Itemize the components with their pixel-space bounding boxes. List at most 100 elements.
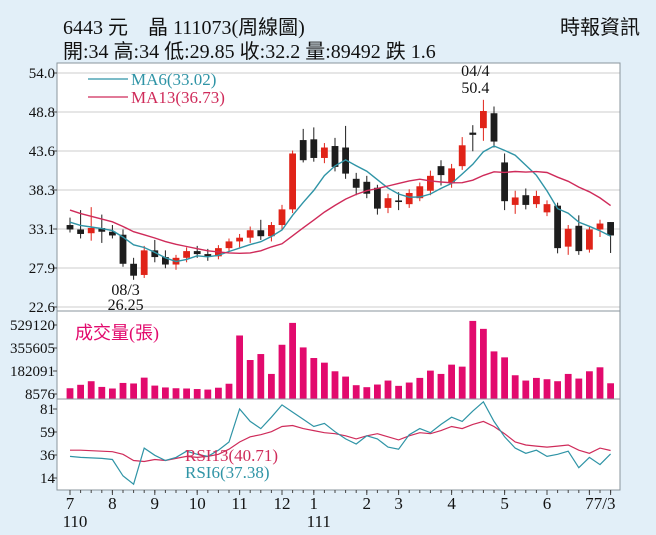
volume-bar xyxy=(172,388,180,399)
volume-bar xyxy=(278,344,286,399)
rsi-panel xyxy=(69,400,612,486)
candle xyxy=(543,204,551,213)
ma-legend-label: MA6(33.02) xyxy=(131,70,216,89)
candle xyxy=(480,111,487,129)
svg-text:33.1: 33.1 xyxy=(29,222,55,238)
volume-bar xyxy=(204,389,212,399)
volume-bar xyxy=(289,322,296,399)
volume-bar xyxy=(130,383,137,399)
volume-bar xyxy=(543,379,551,399)
candlestick-panel xyxy=(66,99,614,280)
volume-bar xyxy=(596,367,604,399)
candle xyxy=(268,225,275,237)
volume-panel-label: 成交量(張) xyxy=(75,323,159,344)
volume-bar xyxy=(607,383,614,399)
candle xyxy=(289,153,296,210)
volume-bar xyxy=(310,358,318,399)
candle xyxy=(596,223,604,230)
axis-ticks-labels: 54.0 48.8 43.6 38.3 33.1 27.9 22.6 529120 355605… xyxy=(10,66,615,531)
month-label: 9 xyxy=(151,494,160,513)
candle xyxy=(607,222,614,236)
volume-panel xyxy=(66,320,614,399)
volume-bar xyxy=(257,354,265,399)
candle xyxy=(87,228,95,234)
year-label: 111 xyxy=(307,512,331,531)
volume-bar xyxy=(299,347,307,399)
volume-bar xyxy=(458,366,466,399)
volume-bar xyxy=(352,385,360,399)
month-label: 7 xyxy=(66,494,75,513)
candle xyxy=(501,162,508,202)
month-label: 7 xyxy=(585,494,594,513)
rsi-legend-label: RSI6(37.38) xyxy=(185,463,270,482)
price-annotation: 26.25 xyxy=(108,297,144,314)
page-title: 6443 元 晶 111073(周線圖) xyxy=(63,17,305,39)
annotations: 08/326.25 04/450.4 xyxy=(108,63,490,314)
volume-bar xyxy=(469,320,477,399)
candle xyxy=(299,140,307,161)
volume-bar xyxy=(554,381,561,399)
legends: MA6(33.02)MA13(36.73) 成交量(張) RSI13(40.71)R… xyxy=(75,70,278,482)
candle xyxy=(183,251,190,258)
candle xyxy=(321,147,328,158)
candle xyxy=(66,225,74,230)
ma-line xyxy=(69,170,612,255)
svg-text:27.9: 27.9 xyxy=(29,261,55,277)
candle xyxy=(458,145,466,167)
volume-bar xyxy=(416,377,424,399)
volume-bar xyxy=(511,375,519,399)
volume-bar xyxy=(437,373,445,399)
candle xyxy=(575,225,583,252)
price-annotation: 50.4 xyxy=(461,80,489,97)
volume-bar xyxy=(384,380,392,399)
month-label: 2 xyxy=(363,494,372,513)
volume-bar xyxy=(490,351,498,399)
svg-text:81: 81 xyxy=(40,402,55,418)
candle xyxy=(246,230,254,238)
svg-text:8576: 8576 xyxy=(25,387,56,403)
volume-bar xyxy=(395,385,402,399)
candle xyxy=(511,197,519,205)
svg-text:59: 59 xyxy=(40,425,55,441)
volume-bar xyxy=(448,364,455,399)
candle xyxy=(162,257,169,265)
candle xyxy=(310,139,318,158)
volume-bar xyxy=(87,381,95,399)
volume-bar xyxy=(405,382,413,399)
candle xyxy=(352,178,360,188)
volume-bar xyxy=(586,371,593,399)
candle xyxy=(522,195,530,205)
month-label: 3 xyxy=(394,494,403,513)
volume-bar xyxy=(98,386,106,399)
volume-bar xyxy=(501,357,508,399)
volume-bar xyxy=(66,388,74,399)
candle xyxy=(554,205,561,249)
svg-text:48.8: 48.8 xyxy=(29,105,55,121)
candle xyxy=(490,113,498,142)
volume-bar xyxy=(246,360,254,399)
volume-bar xyxy=(321,362,328,399)
volume-bar xyxy=(427,370,434,399)
candle xyxy=(533,195,540,205)
candle xyxy=(331,146,339,167)
volume-bar xyxy=(193,389,201,399)
volume-bar xyxy=(575,378,583,399)
candle xyxy=(109,231,116,236)
volume-bar xyxy=(374,384,381,399)
price-annotation: 08/3 xyxy=(111,282,139,299)
volume-bar xyxy=(77,384,84,399)
candle xyxy=(119,234,127,264)
rsi-legend-label: RSI13(40.71) xyxy=(185,446,278,465)
month-label: 11 xyxy=(231,494,247,513)
volume-bar xyxy=(533,377,540,399)
source-label: 時報資訊 xyxy=(560,17,640,39)
rsi-line xyxy=(69,400,612,486)
volume-bar xyxy=(140,377,148,399)
candle xyxy=(257,230,265,237)
month-label: 12 xyxy=(274,494,291,513)
candle xyxy=(384,198,392,208)
candle xyxy=(416,186,424,199)
volume-bar xyxy=(215,387,222,399)
